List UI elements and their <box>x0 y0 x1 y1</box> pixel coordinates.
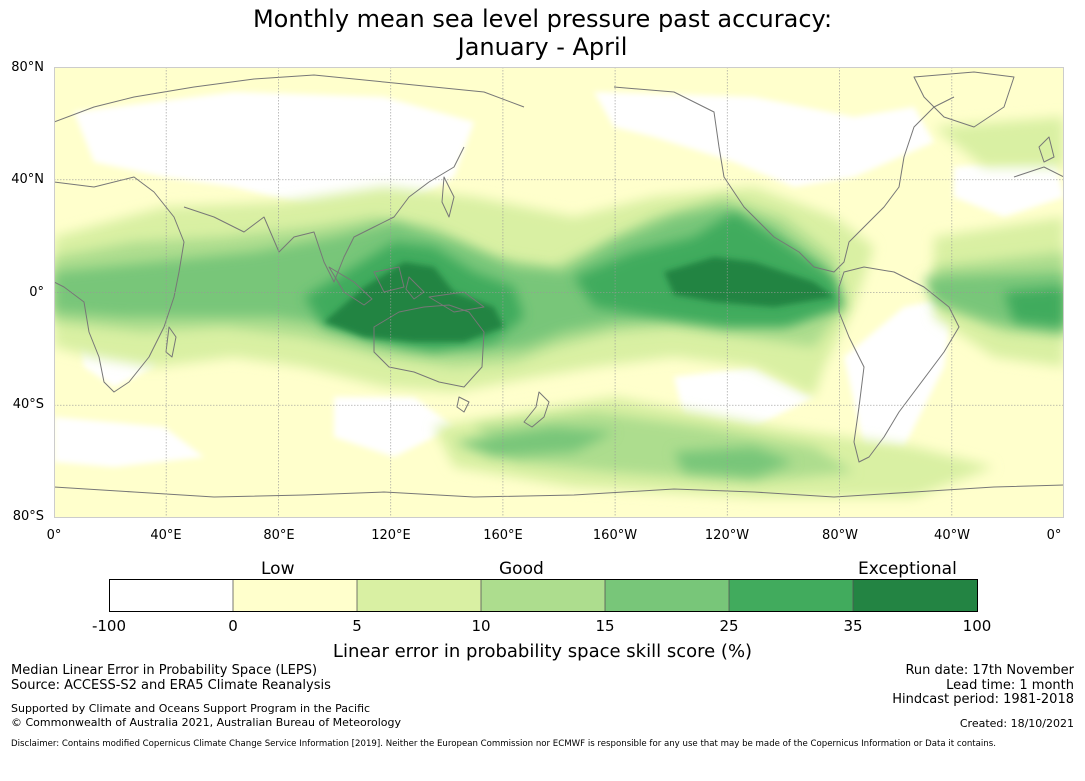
colorbar-swatch-3 <box>481 579 605 612</box>
footer-leps: Median Linear Error in Probability Space… <box>11 663 318 678</box>
skill-35-100-regions <box>324 257 834 342</box>
graticule <box>54 67 1064 518</box>
lon-label-80e: 80°E <box>263 528 295 543</box>
colorbar-tick-4: 15 <box>595 617 615 635</box>
lat-label-0: 0° <box>29 285 44 300</box>
lon-label-0-right: 0° <box>1046 528 1062 543</box>
colorbar-swatch-2 <box>357 579 481 612</box>
lon-label-160e: 160°E <box>483 528 523 543</box>
lon-label-160w: 160°W <box>592 528 638 543</box>
lat-label-80s: 80°S <box>12 509 44 524</box>
colorbar-swatch-6 <box>853 579 978 612</box>
lon-label-40w: 40°W <box>934 528 970 543</box>
colorbar-tick-6: 35 <box>843 617 863 635</box>
lat-label-40s: 40°S <box>12 397 44 412</box>
colorbar-label-good: Good <box>499 559 544 579</box>
colorbar-tick-1: 0 <box>228 617 238 635</box>
lon-label-80w: 80°W <box>822 528 858 543</box>
footer-copyright: © Commonwealth of Australia 2021, Austra… <box>11 716 401 729</box>
colorbar-tick-3: 10 <box>471 617 491 635</box>
lat-label-40n: 40°N <box>11 172 44 187</box>
no-skill-regions <box>54 92 1064 467</box>
colorbar <box>109 579 978 612</box>
footer-source: Source: ACCESS-S2 and ERA5 Climate Reana… <box>11 678 331 693</box>
footer-created: Created: 18/10/2021 <box>959 717 1074 730</box>
colorbar-tick-7: 100 <box>962 617 992 635</box>
colorbar-label-exceptional: Exceptional <box>858 559 957 579</box>
colorbar-tick-5: 25 <box>719 617 739 635</box>
lon-label-120e: 120°E <box>371 528 411 543</box>
colorbar-title: Linear error in probability space skill … <box>332 641 753 662</box>
colorbar-label-low: Low <box>261 559 295 579</box>
map-title-line2: January - April <box>457 33 628 61</box>
colorbar-swatch-5 <box>729 579 853 612</box>
skill-score-map <box>54 67 1064 518</box>
footer-run-date: Run date: 17th November <box>905 663 1074 678</box>
footer-support: Supported by Climate and Oceans Support … <box>11 702 371 715</box>
lon-label-120w: 120°W <box>704 528 750 543</box>
lat-label-80n: 80°N <box>11 60 44 75</box>
colorbar-tick-2: 5 <box>352 617 362 635</box>
lon-label-40e: 40°E <box>150 528 182 543</box>
colorbar-swatch-1 <box>233 579 357 612</box>
footer-hindcast-period: Hindcast period: 1981-2018 <box>892 692 1074 707</box>
coastlines <box>54 71 1064 498</box>
footer-lead-time: Lead time: 1 month <box>946 678 1074 693</box>
colorbar-swatch-0 <box>109 579 233 612</box>
colorbar-swatch-4 <box>605 579 729 612</box>
footer-disclaimer: Disclaimer: Contains modified Copernicus… <box>11 739 996 749</box>
colorbar-tick-0: -100 <box>91 617 127 635</box>
map-title-line1: Monthly mean sea level pressure past acc… <box>252 5 833 33</box>
lon-label-0: 0° <box>46 528 62 543</box>
